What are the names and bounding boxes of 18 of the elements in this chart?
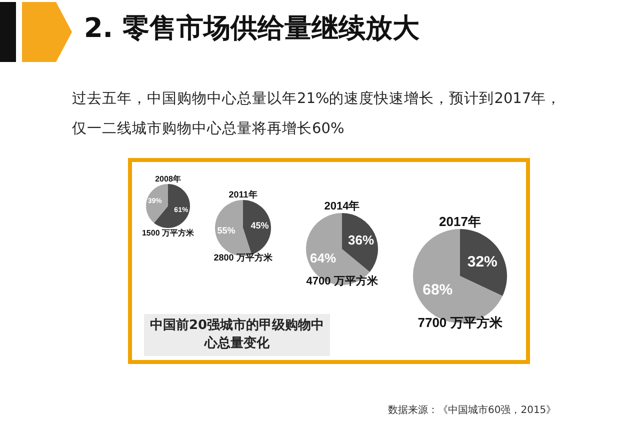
- data-label: 64%: [310, 250, 336, 266]
- chart-title: 2008年: [155, 174, 181, 184]
- data-label: 68%: [422, 282, 453, 299]
- text: 1500 万平方米: [142, 228, 196, 238]
- text: 2. 零售市场供给量继续放大: [84, 12, 420, 46]
- text: 中国前20强城市的甲级购物中心总量变化: [144, 314, 330, 356]
- data-label: 32%: [467, 253, 498, 270]
- chart-title: 2011年: [228, 190, 258, 200]
- chart-title: 2017年: [439, 214, 481, 229]
- text: 7700 万平方米: [418, 315, 504, 330]
- chart-title: 2014年: [324, 200, 360, 212]
- data-label: 55%: [217, 226, 236, 236]
- text: 过去五年，中国购物中心总量以年21%的速度快速增长，预计到2017年，仅一二线城市购物中心总量将再增长60%: [72, 90, 562, 139]
- text: 4700 万平方米: [306, 274, 379, 288]
- text: 2800 万平方米: [214, 252, 274, 262]
- data-label: 45%: [250, 220, 269, 230]
- data-label: 36%: [348, 232, 374, 248]
- source-note: 数据来源：《中国城市60强，2015》: [388, 404, 558, 417]
